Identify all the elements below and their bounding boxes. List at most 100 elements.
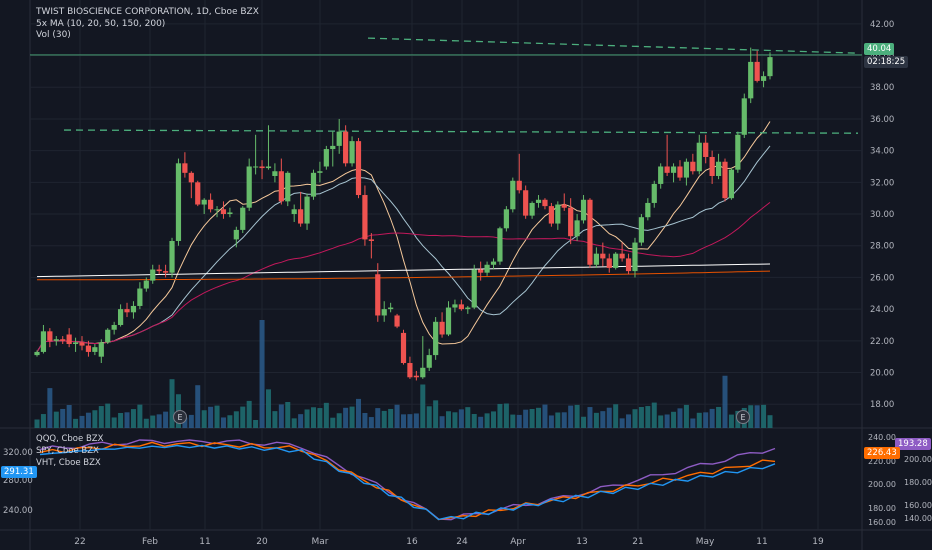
lower-left-tick: 240.00 — [3, 506, 33, 516]
volume-bar — [413, 413, 419, 428]
spy-left-tag: 291.31 — [1, 466, 37, 478]
lower-right-tick: 160.00 — [868, 518, 896, 527]
volume-bar — [220, 417, 226, 428]
volume-bar — [330, 417, 336, 428]
volume-bar — [118, 413, 124, 428]
volume-bar — [323, 402, 329, 428]
volume-bar — [703, 412, 709, 428]
candle-body — [105, 329, 111, 343]
ma-200-line — [37, 270, 771, 281]
volume-bar — [278, 404, 284, 428]
ma-indicator-label[interactable]: 5x MA (10, 20, 50, 150, 200) — [36, 19, 166, 29]
earnings-marker-label: E — [740, 413, 745, 422]
candle-body — [310, 172, 317, 197]
candle-body — [458, 304, 464, 310]
volume-bar — [696, 412, 702, 428]
volume-bar — [208, 406, 214, 428]
candle-body — [728, 169, 735, 199]
candle-body — [227, 212, 233, 215]
volume-bar — [503, 403, 509, 428]
volume-bar — [542, 404, 548, 428]
lower-right-outer-tick: 140.00 — [904, 514, 932, 523]
candle-body — [632, 242, 638, 272]
candle-body — [272, 171, 278, 176]
price-tick-label: 28.00 — [870, 242, 894, 252]
volume-bar — [394, 404, 400, 428]
candle-body — [651, 183, 657, 203]
time-tick-label: 16 — [406, 537, 418, 547]
volume-bar — [188, 414, 194, 428]
candle-body — [445, 307, 452, 335]
volume-bar — [716, 406, 722, 428]
volume-bar — [638, 407, 644, 428]
time-tick-label: 11 — [756, 537, 767, 547]
candle-body — [336, 131, 342, 146]
volume-bar — [651, 402, 657, 428]
legend-spy: SPY, Cboe BZX — [36, 446, 99, 456]
candle-body — [195, 182, 201, 205]
volume-bar — [761, 404, 767, 428]
candle-body — [208, 199, 214, 210]
candle-body — [478, 269, 484, 273]
candle-body — [645, 202, 651, 218]
lower-right-tick: 200.00 — [868, 480, 896, 489]
volume-bar — [516, 414, 522, 428]
volume-bar — [754, 405, 760, 428]
candle-body — [690, 161, 696, 172]
qqq-right-tag: 193.28 — [895, 438, 931, 450]
candle-body — [548, 206, 554, 224]
volume-bar — [214, 405, 220, 428]
volume-bar — [439, 416, 445, 428]
candle-body — [362, 195, 368, 240]
candle-body — [375, 274, 381, 316]
volume-bar — [446, 411, 452, 428]
volume-bar — [259, 320, 265, 428]
candle-body — [606, 258, 612, 268]
candle-body — [696, 142, 702, 172]
volume-bar — [368, 417, 374, 428]
volume-bar — [253, 420, 259, 428]
candle-body — [400, 332, 407, 364]
volume-bar — [201, 410, 207, 428]
volume-bar — [349, 406, 355, 428]
candle-body — [542, 199, 548, 207]
volume-bar — [343, 407, 349, 428]
volume-bar — [60, 408, 66, 428]
lower-right-outer-tick: 200.00 — [904, 455, 932, 464]
volume-bar — [105, 403, 111, 428]
candle-body — [625, 258, 632, 272]
candle-body — [175, 163, 182, 241]
candle-body — [130, 305, 137, 313]
qqq-line — [39, 439, 776, 521]
candle-body — [85, 345, 92, 352]
volume-bar — [355, 398, 361, 428]
volume-bar — [298, 414, 304, 428]
candle-body — [349, 141, 355, 164]
legend-vht: VHT, Cboe BZX — [36, 458, 101, 468]
candle-body — [735, 134, 741, 170]
volume-bar — [619, 418, 625, 428]
volume-bar — [568, 405, 574, 428]
volume-bar — [182, 417, 188, 428]
volume-bar — [484, 413, 490, 428]
candle-body — [754, 61, 760, 81]
candle-body — [523, 190, 529, 216]
candle-body — [47, 331, 53, 341]
volume-bar — [362, 413, 368, 428]
volume-bar — [548, 415, 554, 428]
volume-bar — [478, 416, 484, 428]
volume-indicator-label[interactable]: Vol (30) — [36, 30, 71, 40]
candle-body — [240, 207, 246, 230]
candle-body — [304, 196, 310, 224]
volume-bar — [169, 379, 175, 428]
candle-body — [516, 180, 522, 191]
volume-bar — [317, 408, 323, 428]
last-price-tag: 40.04 — [864, 43, 895, 55]
price-tick-label: 24.00 — [870, 305, 894, 315]
symbol-title: TWIST BIOSCIENCE CORPORATION, 1D, Cboe B… — [36, 7, 259, 17]
candle-body — [330, 145, 336, 150]
candle-body — [317, 171, 323, 173]
time-tick-label: 22 — [74, 537, 85, 547]
volume-bar — [677, 408, 683, 428]
